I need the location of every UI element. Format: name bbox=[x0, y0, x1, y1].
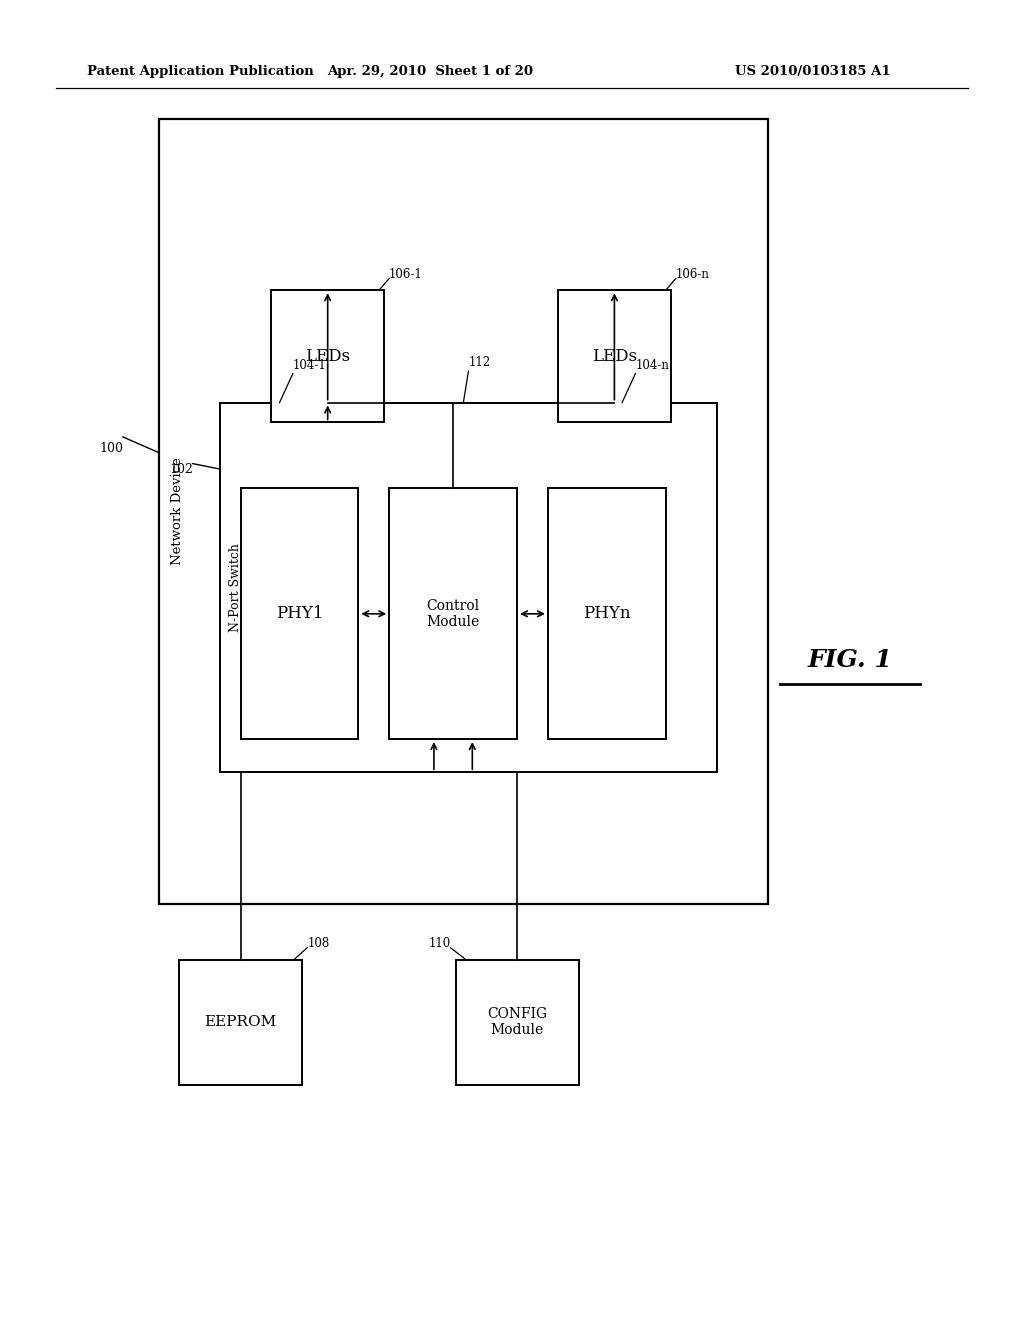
Text: 100: 100 bbox=[99, 442, 123, 455]
Text: N-Port Switch: N-Port Switch bbox=[229, 543, 242, 632]
Bar bbox=[456, 960, 579, 1085]
Bar bbox=[271, 290, 384, 422]
Text: 102: 102 bbox=[169, 462, 193, 475]
Text: 106-1: 106-1 bbox=[389, 268, 423, 281]
Text: Apr. 29, 2010  Sheet 1 of 20: Apr. 29, 2010 Sheet 1 of 20 bbox=[327, 66, 534, 78]
Text: 104-n: 104-n bbox=[635, 359, 670, 372]
Text: 104-1: 104-1 bbox=[293, 359, 327, 372]
Text: EEPROM: EEPROM bbox=[205, 1015, 276, 1030]
Text: FIG. 1: FIG. 1 bbox=[808, 648, 892, 672]
Text: Network Device: Network Device bbox=[171, 458, 183, 565]
Text: 112: 112 bbox=[469, 356, 490, 370]
Text: 108: 108 bbox=[307, 937, 330, 950]
Bar bbox=[558, 290, 671, 422]
Text: Patent Application Publication: Patent Application Publication bbox=[87, 66, 313, 78]
Bar bbox=[389, 488, 517, 739]
Text: US 2010/0103185 A1: US 2010/0103185 A1 bbox=[735, 66, 891, 78]
Text: 110: 110 bbox=[428, 937, 451, 950]
Bar bbox=[241, 488, 358, 739]
Text: CONFIG
Module: CONFIG Module bbox=[487, 1007, 547, 1038]
Bar bbox=[179, 960, 302, 1085]
Bar bbox=[159, 119, 768, 904]
Text: PHYn: PHYn bbox=[583, 606, 631, 622]
Text: Control
Module: Control Module bbox=[426, 599, 480, 628]
Text: LEDs: LEDs bbox=[305, 348, 350, 364]
Bar bbox=[220, 403, 717, 772]
Text: 106-n: 106-n bbox=[676, 268, 710, 281]
Bar bbox=[548, 488, 666, 739]
Text: PHY1: PHY1 bbox=[275, 606, 324, 622]
Text: LEDs: LEDs bbox=[592, 348, 637, 364]
